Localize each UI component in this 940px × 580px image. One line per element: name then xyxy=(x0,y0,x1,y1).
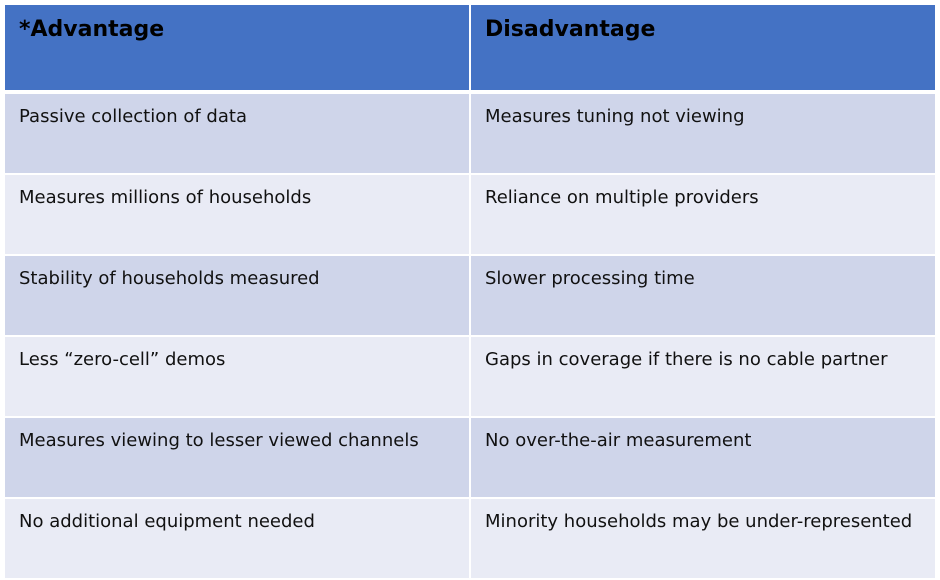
header-cell: *Advantage xyxy=(3,3,471,94)
table-cell: Gaps in coverage if there is no cable pa… xyxy=(469,335,937,418)
table-cell: Minority households may be under-represe… xyxy=(469,497,937,580)
table-row: Less “zero-cell” demos Gaps in coverage i… xyxy=(3,335,937,418)
table-cell: No additional equipment needed xyxy=(3,497,471,580)
table-cell: Measures tuning not viewing xyxy=(469,91,937,175)
comparison-table: *Advantage Disadvantage Passive collectio… xyxy=(3,3,937,580)
table-row: Measures viewing to lesser viewed channe… xyxy=(3,416,937,499)
table-row: Stability of households measured Slower p… xyxy=(3,254,937,337)
table-cell: No over-the-air measurement xyxy=(469,416,937,499)
table-cell: Stability of households measured xyxy=(3,254,471,337)
table-cell: Reliance on multiple providers xyxy=(469,173,937,256)
table-row: Passive collection of data Measures tunin… xyxy=(3,91,937,175)
table-cell: Measures millions of households xyxy=(3,173,471,256)
table-cell: Less “zero-cell” demos xyxy=(3,335,471,418)
table-row: No additional equipment needed Minority h… xyxy=(3,497,937,580)
table-cell: Measures viewing to lesser viewed channe… xyxy=(3,416,471,499)
table-body: Passive collection of data Measures tunin… xyxy=(3,91,937,580)
page: *Advantage Disadvantage Passive collectio… xyxy=(3,3,937,580)
header-cell: Disadvantage xyxy=(469,3,937,94)
header-row: *Advantage Disadvantage xyxy=(3,3,937,94)
table-cell: Slower processing time xyxy=(469,254,937,337)
table-cell: Passive collection of data xyxy=(3,91,471,175)
table-row: Measures millions of households Reliance … xyxy=(3,173,937,256)
